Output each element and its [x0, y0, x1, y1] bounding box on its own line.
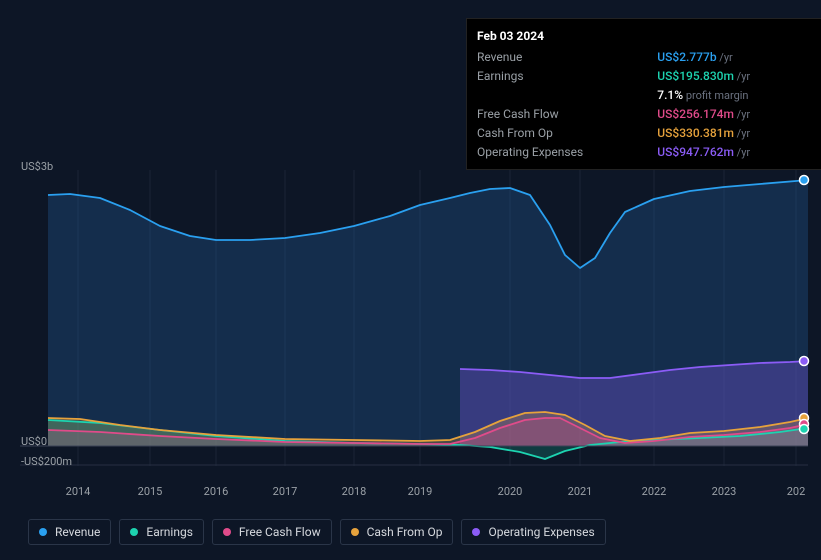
tooltip-metric-name: Operating Expenses	[477, 142, 657, 161]
tooltip-row: RevenueUS$2.777b /yr	[477, 47, 815, 66]
tooltip-metric-name: Free Cash Flow	[477, 104, 657, 123]
y-tick-label: US$3b	[21, 160, 53, 173]
tooltip-row: Cash From OpUS$330.381m /yr	[477, 123, 815, 142]
tooltip-metric-value: US$195.830m /yr	[657, 66, 815, 85]
legend-item-earnings[interactable]: Earnings	[119, 519, 204, 545]
legend-label: Revenue	[55, 525, 100, 539]
tooltip-metric-value: US$330.381m /yr	[657, 123, 815, 142]
chart-legend: Revenue Earnings Free Cash Flow Cash From O…	[28, 519, 606, 545]
legend-dot	[39, 528, 47, 536]
legend-dot	[472, 528, 480, 536]
tooltip-row: Free Cash FlowUS$256.174m /yr	[477, 104, 815, 123]
x-tick-label: 2020	[498, 485, 523, 498]
legend-item-revenue[interactable]: Revenue	[28, 519, 111, 545]
x-tick-label: 2017	[273, 485, 298, 498]
legend-label: Operating Expenses	[488, 525, 594, 539]
tooltip-metric-name: Revenue	[477, 47, 657, 66]
legend-item-cash-from-op[interactable]: Cash From Op	[340, 519, 454, 545]
legend-dot	[130, 528, 138, 536]
legend-label: Earnings	[146, 525, 193, 539]
tooltip-row: 7.1% profit margin	[477, 85, 815, 104]
tooltip-date: Feb 03 2024	[477, 25, 815, 47]
x-tick-label: 2018	[342, 485, 367, 498]
y-tick-label: US$0	[21, 435, 47, 448]
x-tick-label: 2014	[66, 485, 91, 498]
tooltip-metric-value: US$2.777b /yr	[657, 47, 815, 66]
x-tick-label: 2016	[204, 485, 229, 498]
chart-tooltip: Feb 03 2024 RevenueUS$2.777b /yrEarnings…	[466, 18, 821, 170]
legend-label: Cash From Op	[367, 525, 443, 539]
x-tick-label: 2019	[408, 485, 433, 498]
x-tick-label: 2023	[712, 485, 737, 498]
tooltip-row: Operating ExpensesUS$947.762m /yr	[477, 142, 815, 161]
x-tick-label: 202	[787, 485, 806, 498]
tooltip-metric-name: Cash From Op	[477, 123, 657, 142]
legend-dot	[351, 528, 359, 536]
tooltip-table: RevenueUS$2.777b /yrEarningsUS$195.830m …	[477, 47, 815, 161]
tooltip-metric-name: Earnings	[477, 66, 657, 85]
tooltip-metric-name	[477, 85, 657, 104]
x-tick-label: 2015	[138, 485, 163, 498]
legend-item-operating-expenses[interactable]: Operating Expenses	[461, 519, 605, 545]
tooltip-metric-value: US$256.174m /yr	[657, 104, 815, 123]
tooltip-metric-value: US$947.762m /yr	[657, 142, 815, 161]
y-tick-label: -US$200m	[21, 455, 72, 468]
legend-item-free-cash-flow[interactable]: Free Cash Flow	[212, 519, 332, 545]
x-tick-label: 2021	[568, 485, 593, 498]
tooltip-metric-value: 7.1% profit margin	[657, 85, 815, 104]
legend-dot	[223, 528, 231, 536]
tooltip-row: EarningsUS$195.830m /yr	[477, 66, 815, 85]
x-tick-label: 2022	[642, 485, 667, 498]
legend-label: Free Cash Flow	[239, 525, 321, 539]
